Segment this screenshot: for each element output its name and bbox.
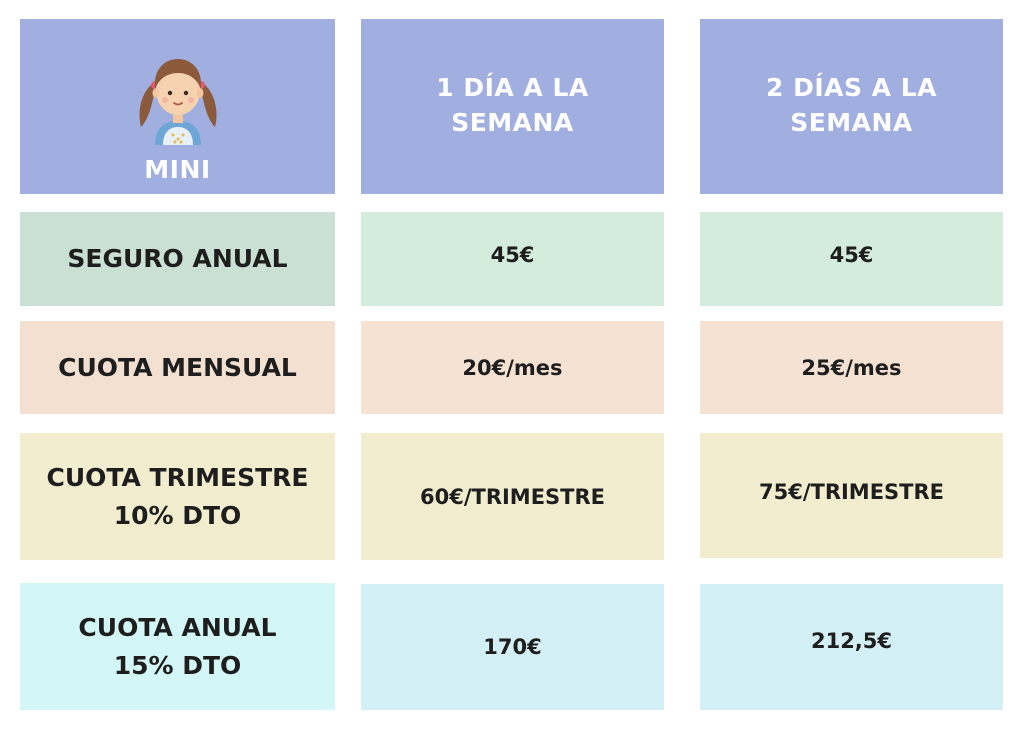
header-mini-cell: MINI (20, 19, 335, 194)
row-mensual-label: CUOTA MENSUAL (58, 352, 297, 382)
row-anual-col1-cell: 170€ (361, 584, 664, 710)
row-trimestre-col2-value: 75€/TRIMESTRE (758, 479, 945, 504)
row-seguro-col1-cell: 45€ (361, 212, 664, 306)
row-trimestre-col2-cell: 75€/TRIMESTRE (700, 433, 1003, 558)
row-anual-label-cell: CUOTA ANUAL 15% DTO (20, 583, 335, 710)
row-anual-col1-value: 170€ (483, 635, 542, 659)
row-anual-col2-value: 212,5€ (810, 629, 893, 653)
header-col1-label: 1 DÍA A LA SEMANA (436, 73, 589, 137)
header-col1-cell: 1 DÍA A LA SEMANA (361, 19, 664, 194)
row-seguro-label: SEGURO ANUAL (67, 244, 288, 273)
row-trimestre-label-cell: CUOTA TRIMESTRE 10% DTO (20, 433, 335, 560)
row-anual-col2-cell: 212,5€ (700, 584, 1003, 710)
row-mensual-col1-cell: 20€/mes (361, 321, 664, 414)
girl-avatar-icon (139, 59, 216, 145)
row-anual-label: CUOTA ANUAL 15% DTO (78, 612, 277, 680)
row-mensual-col1-value: 20€/mes (462, 355, 563, 380)
row-trimestre-label: CUOTA TRIMESTRE 10% DTO (46, 462, 309, 530)
row-seguro-col2-cell: 45€ (700, 212, 1003, 306)
row-seguro-label-cell: SEGURO ANUAL (20, 212, 335, 306)
header-mini-label: MINI (144, 155, 211, 184)
row-mensual-col2-cell: 25€/mes (700, 321, 1003, 414)
row-seguro-col2-value: 45€ (829, 243, 874, 267)
row-trimestre-col1-value: 60€/TRIMESTRE (419, 484, 606, 509)
row-mensual-label-cell: CUOTA MENSUAL (20, 321, 335, 414)
header-col2-label: 2 DÍAS A LA SEMANA (765, 73, 938, 137)
row-seguro-col1-value: 45€ (490, 243, 535, 267)
header-col2-cell: 2 DÍAS A LA SEMANA (700, 19, 1003, 194)
row-trimestre-col1-cell: 60€/TRIMESTRE (361, 433, 664, 560)
row-mensual-col2-value: 25€/mes (801, 355, 902, 380)
